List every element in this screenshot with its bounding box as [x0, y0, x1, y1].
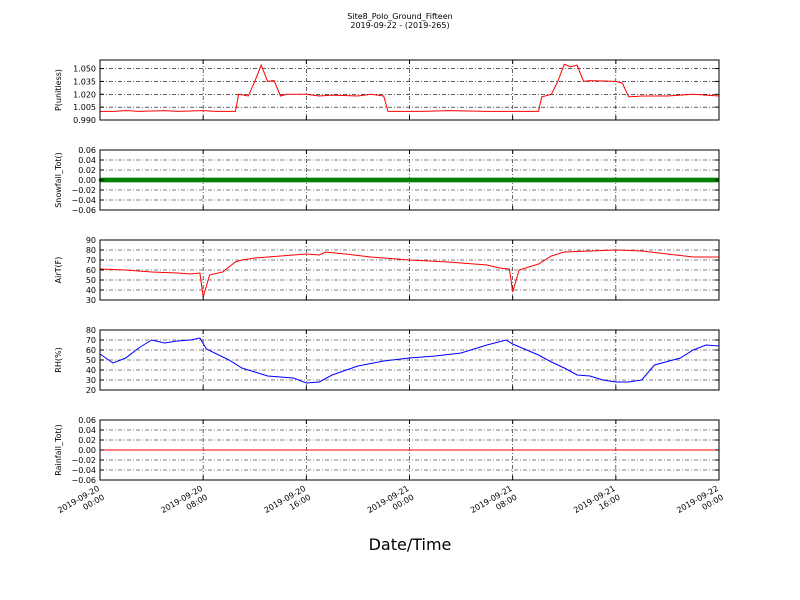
- y-tick-label: 50: [86, 276, 96, 285]
- y-tick-label: 40: [86, 286, 96, 295]
- y-tick-label: 60: [86, 346, 96, 355]
- y-tick-label: 50: [86, 356, 96, 365]
- y-tick-label: 80: [86, 326, 96, 335]
- y-tick-label: −0.04: [71, 196, 96, 205]
- y-axis-label: Snowfall_Tot(): [54, 152, 63, 208]
- y-tick-label: −0.02: [71, 186, 96, 195]
- series-line: [99, 337, 720, 384]
- y-axis-label: RH(%): [54, 347, 63, 372]
- y-tick-label: 30: [86, 296, 96, 305]
- chart-subtitle: 2019-09-22 - (2019-265): [350, 21, 450, 30]
- y-tick-label: 0.02: [78, 166, 96, 175]
- y-tick-label: −0.04: [71, 466, 96, 475]
- y-axis-label: P(unitless): [54, 69, 63, 111]
- y-tick-label: −0.06: [71, 206, 96, 215]
- y-tick-label: −0.06: [71, 476, 96, 485]
- series-line: [99, 249, 719, 298]
- y-tick-label: 0.00: [78, 176, 96, 185]
- series-line: [100, 63, 720, 112]
- y-axis-label: Rainfall_Tot(): [54, 424, 63, 476]
- y-tick-label: 70: [86, 256, 96, 265]
- y-tick-label: 1.020: [73, 90, 96, 99]
- y-tick-label: 0.04: [78, 426, 96, 435]
- y-tick-label: 30: [86, 376, 96, 385]
- y-tick-label: 1.035: [73, 77, 96, 86]
- chart-title: Site8_Polo_Ground_Fifteen: [347, 12, 453, 21]
- y-tick-label: 20: [86, 386, 96, 395]
- y-tick-label: 1.050: [73, 65, 96, 74]
- x-axis-label: Date/Time: [368, 535, 452, 554]
- y-tick-label: 0.04: [78, 156, 96, 165]
- y-tick-label: 90: [86, 236, 96, 245]
- y-tick-label: 0.06: [78, 146, 96, 155]
- y-tick-label: 0.00: [78, 446, 96, 455]
- y-tick-label: 60: [86, 266, 96, 275]
- y-axis-label: AirT(F): [54, 257, 63, 284]
- y-tick-label: 0.02: [78, 436, 96, 445]
- y-tick-label: 0.06: [78, 416, 96, 425]
- y-tick-label: 80: [86, 246, 96, 255]
- y-tick-label: 40: [86, 366, 96, 375]
- y-tick-label: 0.990: [73, 116, 96, 125]
- y-tick-label: 70: [86, 336, 96, 345]
- y-tick-label: 1.005: [73, 103, 96, 112]
- y-tick-label: −0.02: [71, 456, 96, 465]
